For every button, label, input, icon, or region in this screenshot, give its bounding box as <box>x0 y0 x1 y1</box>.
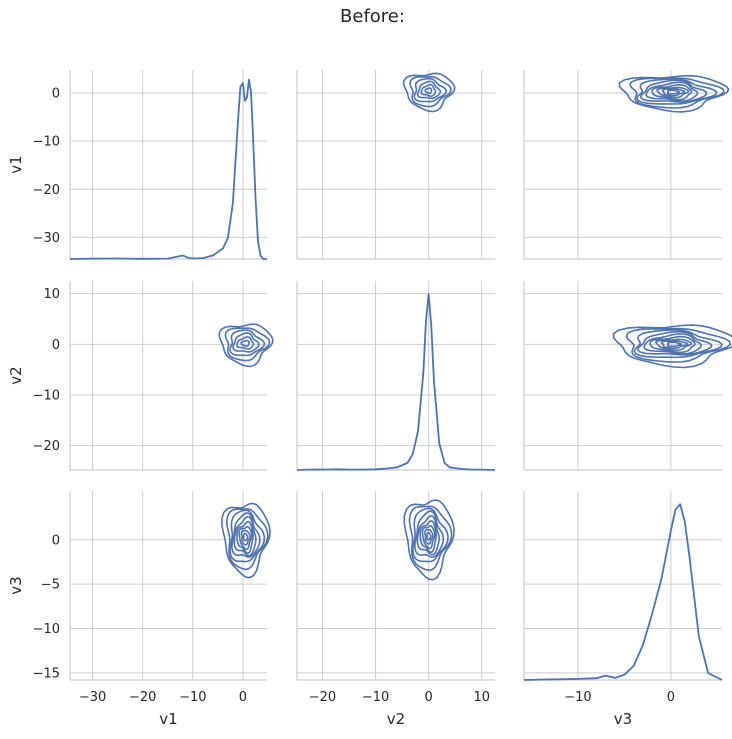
contour-line <box>660 340 689 349</box>
contour-line <box>240 529 251 546</box>
y-tick-label: 0 <box>52 533 60 548</box>
figure-title: Before: <box>340 6 405 27</box>
contour-line <box>618 74 730 113</box>
contour-line <box>655 338 693 352</box>
contour-line <box>242 532 249 542</box>
contour-line <box>643 333 703 355</box>
contour-line <box>421 524 436 550</box>
kde-contours-v3-vs-v1 <box>221 502 271 579</box>
contour-line <box>656 86 690 99</box>
x-tick-label: −30 <box>79 690 106 705</box>
y-tick-label: −20 <box>33 183 60 198</box>
contour-line <box>225 508 269 571</box>
kde-contours-v1-vs-v3 <box>618 74 730 113</box>
y-tick-label: −10 <box>33 135 60 150</box>
y-tick-label: 0 <box>52 87 60 102</box>
contour-line <box>233 515 257 557</box>
kde-curve-v1 <box>69 78 267 260</box>
contour-line <box>651 83 693 101</box>
contour-line <box>426 531 432 541</box>
contour-line <box>640 79 708 103</box>
y-axis-label: v1 <box>7 155 25 173</box>
contour-line <box>416 515 441 556</box>
contour-line <box>224 327 271 362</box>
contour-line <box>408 505 453 572</box>
x-axis-label: v3 <box>614 710 632 728</box>
x-axis-label: v1 <box>159 710 177 728</box>
x-tick-label: −20 <box>309 690 336 705</box>
contour-line <box>661 88 686 97</box>
x-tick-label: −10 <box>564 690 591 705</box>
y-tick-label: −10 <box>33 622 60 637</box>
kde-curve-v3 <box>523 503 723 681</box>
contour-line <box>420 83 437 98</box>
contour-line <box>231 512 261 558</box>
contour-line <box>240 339 251 347</box>
kde-contours-v3-vs-v2 <box>403 499 455 581</box>
contour-line <box>645 81 699 103</box>
contour-line <box>403 499 455 581</box>
y-tick-label: 10 <box>43 287 60 302</box>
panel-v2-vs-v2 <box>296 281 495 471</box>
kde-curve-v2 <box>296 293 496 471</box>
y-axis-label: v3 <box>7 576 25 594</box>
contour-line <box>649 335 696 354</box>
panel-v3-vs-v2 <box>296 491 495 681</box>
kde-contours-v2-vs-v3 <box>612 324 732 369</box>
x-tick-label: 0 <box>425 690 433 705</box>
panel-v3-vs-v3 <box>523 491 722 681</box>
panel-v3-vs-v1 <box>69 491 267 681</box>
x-axis-label: v2 <box>387 710 405 728</box>
y-tick-label: −10 <box>33 389 60 404</box>
contour-line <box>218 323 274 368</box>
panel-v1-vs-v1 <box>69 70 267 260</box>
contour-line <box>419 519 437 554</box>
contour-line <box>236 336 255 350</box>
contour-line <box>637 330 713 356</box>
contour-line <box>629 77 725 109</box>
contour-line <box>229 329 266 357</box>
kde-contours-v2-vs-v1 <box>218 323 274 368</box>
contour-line <box>221 502 271 579</box>
contour-line <box>424 528 434 545</box>
kde-contours-v1-vs-v2 <box>402 72 456 113</box>
x-tick-label: −10 <box>362 690 389 705</box>
contour-line <box>411 507 449 563</box>
contour-line <box>416 80 442 100</box>
y-tick-label: 0 <box>52 338 60 353</box>
y-axis-label: v2 <box>7 366 25 384</box>
contour-line <box>232 332 260 353</box>
y-tick-label: −15 <box>33 666 60 681</box>
x-tick-label: −20 <box>129 690 156 705</box>
x-tick-label: 10 <box>473 690 490 705</box>
contour-line <box>633 329 723 359</box>
contour-line <box>612 324 732 369</box>
y-tick-label: −30 <box>33 231 60 246</box>
x-tick-label: −10 <box>179 690 206 705</box>
contour-line <box>409 75 452 108</box>
contour-line <box>666 89 681 95</box>
contour-line <box>238 525 253 551</box>
contour-line <box>414 510 445 558</box>
y-tick-label: −5 <box>41 578 60 593</box>
x-tick-label: 0 <box>239 690 247 705</box>
panel-v2-vs-v1 <box>69 281 267 471</box>
contour-line <box>424 87 433 95</box>
contour-line <box>402 72 456 113</box>
y-tick-label: −20 <box>33 439 60 454</box>
contour-line <box>666 341 683 348</box>
contour-line <box>635 78 718 105</box>
contour-line <box>236 520 254 554</box>
panel-v2-vs-v3 <box>523 281 722 471</box>
contour-line <box>625 327 732 363</box>
contour-line <box>413 77 448 103</box>
x-tick-label: 0 <box>667 690 675 705</box>
panel-v1-vs-v2 <box>296 70 495 260</box>
contour-line <box>229 509 266 563</box>
